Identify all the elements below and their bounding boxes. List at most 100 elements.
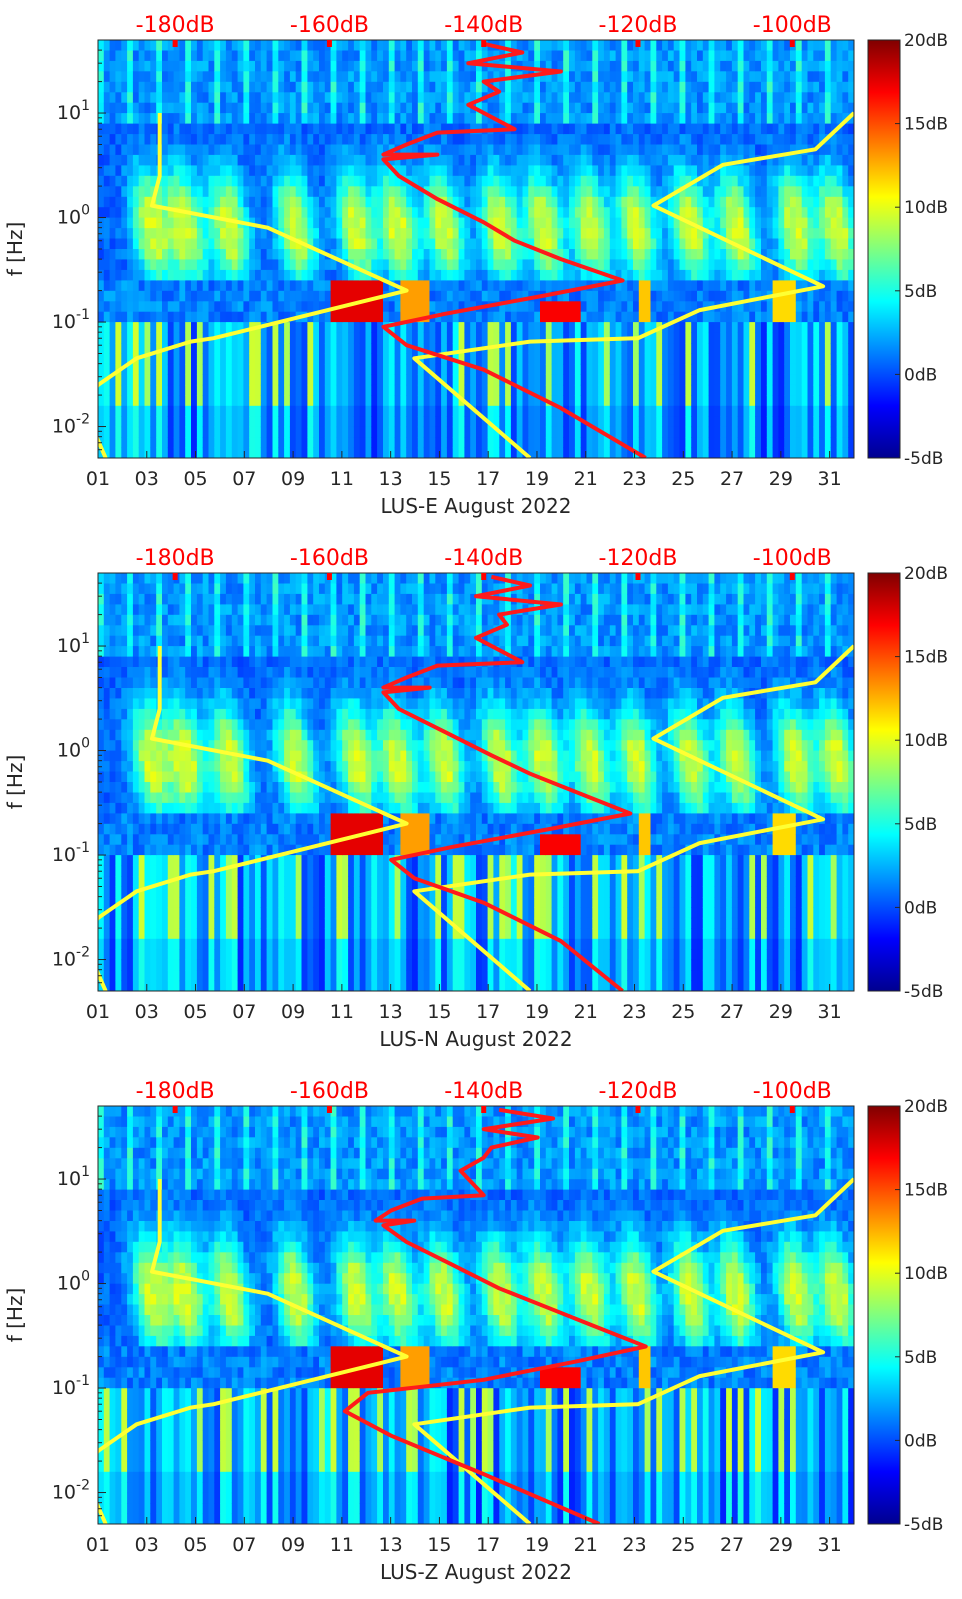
y-tick-label: 101 xyxy=(57,98,90,124)
top-db-tick-label: -160dB xyxy=(290,13,369,38)
colorbar-tick-label: 20dB xyxy=(904,564,948,584)
colorbar-tick-label: 20dB xyxy=(904,1097,948,1117)
y-tick-label: 100 xyxy=(57,736,90,762)
median-psd-curve xyxy=(342,1107,648,1524)
x-tick-label: 03 xyxy=(135,468,159,490)
colorbar-tick-label: 15dB xyxy=(904,115,948,135)
x-tick-label: 23 xyxy=(622,468,646,490)
y-tick-label: 10-2 xyxy=(52,945,90,971)
median-psd-curve xyxy=(381,574,633,991)
colorbar-tick-label: 0dB xyxy=(904,365,937,385)
x-tick-label: 31 xyxy=(818,1534,842,1556)
noise-model-curve-2 xyxy=(412,644,854,991)
x-tick-label: 21 xyxy=(574,1001,598,1023)
x-tick-label: 23 xyxy=(622,1534,646,1556)
x-axis-label: LUS-E August 2022 xyxy=(381,494,572,518)
x-tick-label: 21 xyxy=(574,468,598,490)
x-tick-label: 21 xyxy=(574,1534,598,1556)
x-tick-label: 13 xyxy=(379,1534,403,1556)
colorbar-tick-label: -5dB xyxy=(904,982,943,1002)
spectrogram-heatmap xyxy=(98,573,854,991)
colorbar xyxy=(867,572,901,992)
y-tick-label: 10-1 xyxy=(52,840,90,866)
colorbar-tick-label: 10dB xyxy=(904,1264,948,1284)
y-tick-label: 10-2 xyxy=(52,412,90,438)
x-tick-label: 07 xyxy=(232,1001,256,1023)
colorbar-tick-label: 15dB xyxy=(904,648,948,668)
x-tick-label: 25 xyxy=(671,468,695,490)
colorbar-tick-label: 10dB xyxy=(904,731,948,751)
x-tick-label: 03 xyxy=(135,1534,159,1556)
x-tick-label: 25 xyxy=(671,1534,695,1556)
y-axis-label: f [Hz] xyxy=(3,755,27,810)
colorbar-tick-label: 10dB xyxy=(904,198,948,218)
x-tick-label: 27 xyxy=(720,468,744,490)
top-db-tick-label: -160dB xyxy=(290,546,369,571)
x-tick-label: 29 xyxy=(769,1001,793,1023)
top-db-tick-label: -120dB xyxy=(599,1079,678,1104)
x-tick-label: 25 xyxy=(671,1001,695,1023)
top-db-tick-label: -100dB xyxy=(753,546,832,571)
y-tick-label: 101 xyxy=(57,631,90,657)
y-tick-label: 100 xyxy=(57,1269,90,1295)
x-tick-label: 01 xyxy=(86,1001,110,1023)
y-axis-label: f [Hz] xyxy=(3,1288,27,1343)
top-db-tick-label: -160dB xyxy=(290,1079,369,1104)
noise-model-curve-2 xyxy=(412,111,854,458)
y-axis-label: f [Hz] xyxy=(3,222,27,277)
x-tick-label: 09 xyxy=(281,1001,305,1023)
x-tick-label: 15 xyxy=(427,1534,451,1556)
x-tick-label: 15 xyxy=(427,1001,451,1023)
x-tick-label: 31 xyxy=(818,468,842,490)
x-tick-label: 07 xyxy=(232,1534,256,1556)
x-tick-label: 29 xyxy=(769,1534,793,1556)
y-tick-label: 100 xyxy=(57,203,90,229)
x-tick-label: 27 xyxy=(720,1534,744,1556)
x-tick-label: 15 xyxy=(427,468,451,490)
colorbar-tick-label: 0dB xyxy=(904,1431,937,1451)
x-tick-label: 19 xyxy=(525,468,549,490)
colorbar-tick-label: 5dB xyxy=(904,1348,937,1368)
top-db-tick-label: -120dB xyxy=(599,13,678,38)
top-db-tick-label: -140dB xyxy=(444,13,523,38)
y-tick-label: 10-1 xyxy=(52,1373,90,1399)
x-tick-label: 11 xyxy=(330,1001,354,1023)
x-tick-label: 05 xyxy=(183,1001,207,1023)
spectrogram-panel-1: 01 03 05 07 09 11 13 15 17 19 21 23 25 27 29 31 -180dB -1… xyxy=(3,13,948,518)
x-tick-label: 09 xyxy=(281,468,305,490)
x-tick-label: 17 xyxy=(476,1534,500,1556)
median-psd-curve xyxy=(381,41,647,458)
colorbar-tick-label: 0dB xyxy=(904,898,937,918)
x-tick-label: 29 xyxy=(769,468,793,490)
top-db-tick-label: -100dB xyxy=(753,13,832,38)
colorbar xyxy=(867,39,901,459)
top-db-tick-label: -120dB xyxy=(599,546,678,571)
top-db-tick-label: -180dB xyxy=(136,1079,215,1104)
x-tick-label: 23 xyxy=(622,1001,646,1023)
top-db-tick-label: -140dB xyxy=(444,1079,523,1104)
colorbar-tick-label: -5dB xyxy=(904,449,943,469)
x-axis-label: LUS-N August 2022 xyxy=(379,1027,572,1051)
x-tick-label: 13 xyxy=(379,468,403,490)
x-tick-label: 07 xyxy=(232,468,256,490)
spectrogram-panel-2: 01 03 05 07 09 11 13 15 17 19 21 23 25 27 29 31 -180dB -1… xyxy=(3,546,948,1051)
x-tick-label: 09 xyxy=(281,1534,305,1556)
x-tick-label: 31 xyxy=(818,1001,842,1023)
top-db-tick-label: -100dB xyxy=(753,1079,832,1104)
spectrogram-panel-3: 01 03 05 07 09 11 13 15 17 19 21 23 25 27 29 31 -180dB -1… xyxy=(3,1079,948,1584)
y-tick-label: 101 xyxy=(57,1164,90,1190)
noise-model-curve-1 xyxy=(98,1179,409,1524)
x-tick-label: 05 xyxy=(183,1534,207,1556)
spectrogram-heatmap xyxy=(98,1106,854,1524)
top-db-tick-label: -180dB xyxy=(136,546,215,571)
noise-model-curve-1 xyxy=(98,113,409,458)
colorbar-tick-label: 5dB xyxy=(904,815,937,835)
x-tick-label: 19 xyxy=(525,1001,549,1023)
colorbar-tick-label: 15dB xyxy=(904,1181,948,1201)
x-tick-label: 19 xyxy=(525,1534,549,1556)
colorbar-tick-label: 5dB xyxy=(904,282,937,302)
x-tick-label: 05 xyxy=(183,468,207,490)
x-tick-label: 03 xyxy=(135,1001,159,1023)
y-tick-label: 10-2 xyxy=(52,1478,90,1504)
